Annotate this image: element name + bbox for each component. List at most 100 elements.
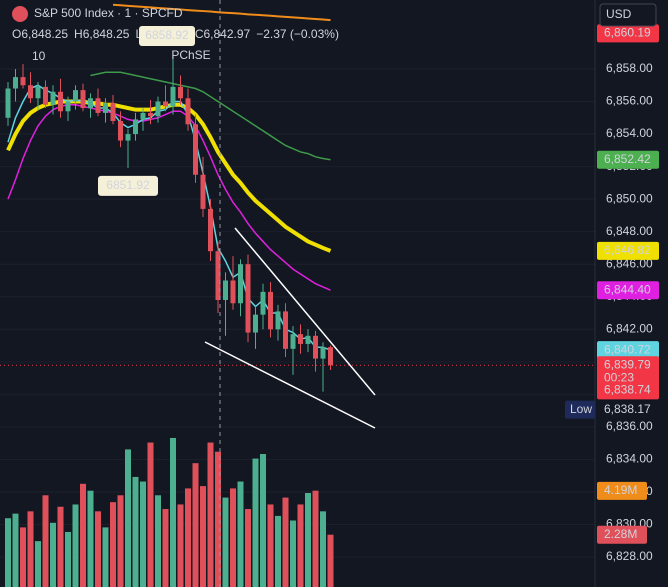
candle-body — [260, 291, 266, 315]
y-tick-label: 6,848.00 — [606, 224, 653, 238]
volume-bar — [72, 504, 79, 587]
candle-body — [283, 311, 288, 349]
volume-bar — [27, 511, 34, 587]
volume-bar — [50, 522, 56, 587]
candle-body — [313, 335, 318, 359]
price-badge-label: 6,838.74 — [604, 383, 651, 397]
ohlc-value: −2.37 (−0.03%) — [256, 27, 339, 41]
ohlc-value: H6,848.25 — [74, 27, 130, 41]
volume-bar — [192, 463, 199, 587]
candle-body — [320, 347, 326, 359]
y-tick-label: 6,842.00 — [606, 321, 653, 335]
volume-bar — [305, 492, 311, 587]
candle-body — [215, 251, 221, 301]
candle-body — [20, 77, 26, 86]
countdown-label: 00:23 — [604, 370, 634, 384]
volume-bar — [170, 437, 176, 587]
volume-bar — [267, 504, 274, 587]
candle-body — [298, 334, 303, 344]
volume-bar — [102, 527, 109, 587]
candle-body — [163, 101, 168, 107]
price-badge — [597, 356, 659, 387]
y-tick-label: 6,846.00 — [606, 256, 653, 270]
candle-body — [118, 121, 123, 141]
candle-body — [230, 280, 236, 304]
price-badge-label: 6,852.42 — [604, 152, 651, 166]
volume-bar — [20, 527, 26, 587]
candle-body — [275, 311, 281, 330]
price-badge — [597, 281, 659, 300]
candle-body — [43, 86, 48, 105]
volume-bar — [222, 497, 229, 587]
volume-badge — [597, 481, 647, 500]
price-badge-label: 6,839.79 — [604, 357, 651, 371]
callout-box — [139, 26, 195, 47]
candle-body — [290, 334, 296, 349]
volume-bar — [177, 504, 184, 587]
candle-body — [268, 291, 273, 330]
price-badge-label: 6,838.17 — [604, 402, 651, 416]
volume-bar — [5, 518, 11, 587]
price-badge-label: 6,844.40 — [604, 282, 651, 296]
candle-body — [155, 101, 161, 117]
price-badge — [597, 150, 659, 169]
volume-bar — [140, 481, 146, 587]
candle-body — [125, 134, 131, 141]
volume-bar — [132, 476, 139, 587]
candle-body — [95, 98, 101, 113]
low-label: Low — [570, 402, 592, 416]
y-tick-label: 6,856.00 — [606, 94, 653, 108]
plot-area — [0, 3, 595, 587]
ohlc-value: O6,848.25 — [12, 27, 68, 41]
trend-line-upper — [234, 227, 376, 396]
candle-body — [5, 88, 11, 118]
candle-body — [223, 280, 228, 301]
candle-body — [148, 112, 153, 117]
volume-bar — [245, 509, 251, 587]
volume-badge — [597, 525, 647, 544]
volume-bar — [117, 495, 124, 587]
candle-body — [133, 119, 138, 135]
volume-badge-label: 4.19M — [604, 483, 637, 497]
candle-body — [238, 264, 243, 304]
volume-bar — [290, 520, 296, 587]
price-badge — [597, 241, 659, 260]
volume-bar — [282, 497, 289, 587]
volume-bar — [65, 531, 71, 587]
price-badge — [597, 24, 659, 43]
volume-bar — [155, 495, 161, 587]
volume-bar — [230, 488, 236, 587]
candle-body — [305, 335, 311, 344]
price-badge — [597, 400, 659, 419]
price-badge — [597, 341, 659, 360]
volume-bar — [207, 442, 214, 587]
candle-body — [253, 314, 258, 333]
volume-bar — [215, 451, 221, 587]
candle-body — [193, 124, 198, 175]
price-badge — [597, 381, 659, 400]
volume-bar — [57, 506, 64, 587]
candle-body — [80, 90, 86, 109]
price-badge-label: 6,840.72 — [604, 342, 651, 356]
indicator-line — [112, 3, 331, 22]
y-tick-label: 6,858.00 — [606, 61, 653, 75]
volume-bar — [162, 509, 169, 587]
y-tick-label: 6,854.00 — [606, 126, 653, 140]
volume-bar — [35, 541, 41, 587]
volume-bar — [312, 490, 319, 587]
candle-body — [58, 91, 63, 112]
y-tick-label: 6,850.00 — [606, 191, 653, 205]
volume-bar — [320, 511, 326, 587]
candle-body — [245, 264, 251, 333]
currency-button[interactable] — [599, 3, 657, 27]
candle-body — [103, 103, 108, 113]
candle-body — [328, 347, 333, 366]
high-callout: 6858.92 — [145, 28, 189, 42]
volume-bar — [275, 515, 281, 587]
y-tick-label: 6,834.00 — [606, 452, 653, 466]
volume-badge-label: 2.28M — [604, 527, 637, 541]
currency-label[interactable]: USD — [606, 7, 632, 21]
volume-bar — [87, 490, 94, 587]
